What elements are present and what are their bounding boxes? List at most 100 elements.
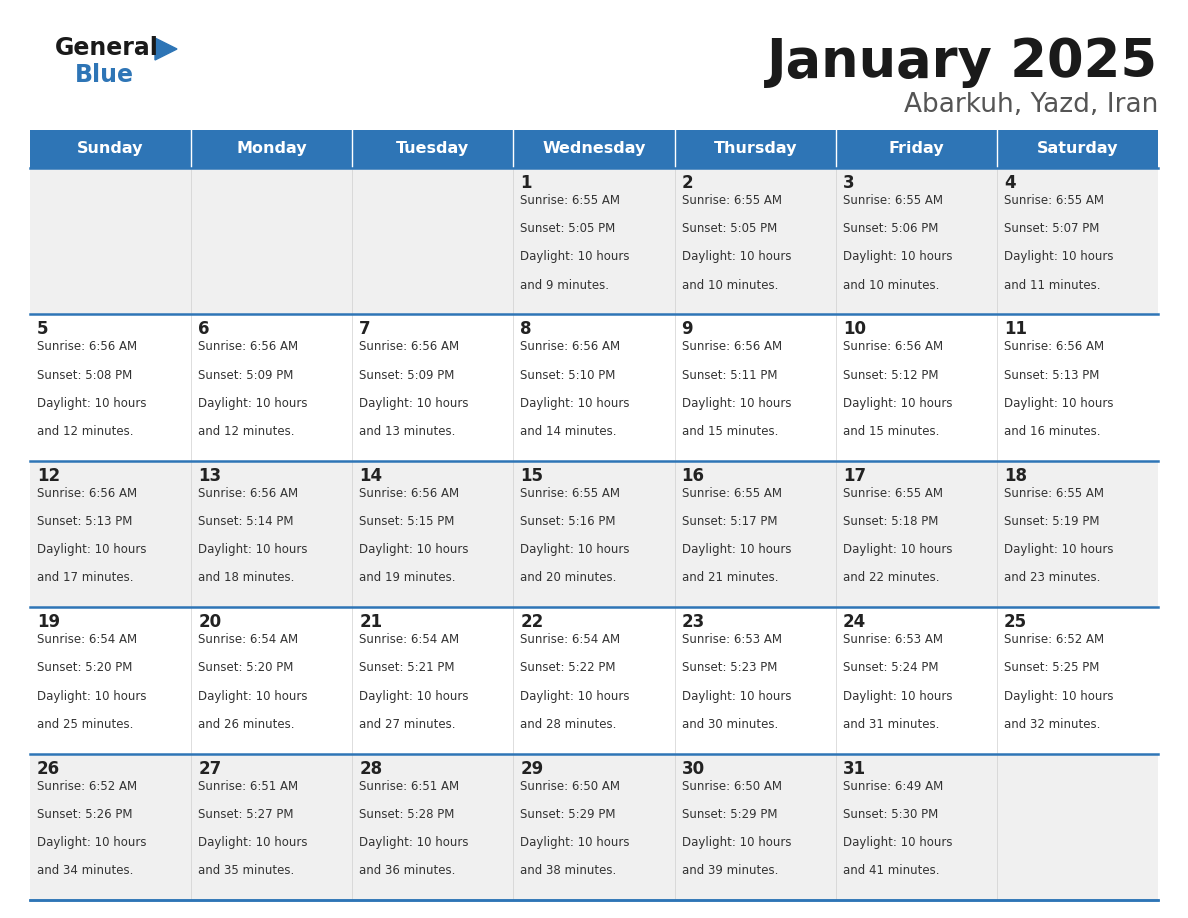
Text: Sunrise: 6:55 AM: Sunrise: 6:55 AM	[842, 194, 943, 207]
Text: Sunset: 5:07 PM: Sunset: 5:07 PM	[1004, 222, 1099, 235]
Text: Sunset: 5:16 PM: Sunset: 5:16 PM	[520, 515, 615, 528]
Text: 30: 30	[682, 759, 704, 778]
Text: 31: 31	[842, 759, 866, 778]
Text: and 22 minutes.: and 22 minutes.	[842, 571, 940, 585]
Text: Daylight: 10 hours: Daylight: 10 hours	[198, 397, 308, 409]
Text: Sunset: 5:09 PM: Sunset: 5:09 PM	[198, 369, 293, 382]
Text: Tuesday: Tuesday	[397, 141, 469, 156]
Text: and 23 minutes.: and 23 minutes.	[1004, 571, 1100, 585]
Text: 19: 19	[37, 613, 61, 632]
Text: Sunrise: 6:56 AM: Sunrise: 6:56 AM	[37, 341, 137, 353]
Text: Sunset: 5:28 PM: Sunset: 5:28 PM	[359, 808, 455, 821]
Text: and 20 minutes.: and 20 minutes.	[520, 571, 617, 585]
Text: and 38 minutes.: and 38 minutes.	[520, 864, 617, 878]
Text: Wednesday: Wednesday	[542, 141, 646, 156]
Text: Daylight: 10 hours: Daylight: 10 hours	[682, 543, 791, 556]
Text: and 18 minutes.: and 18 minutes.	[198, 571, 295, 585]
Text: Sunset: 5:21 PM: Sunset: 5:21 PM	[359, 661, 455, 675]
Text: and 16 minutes.: and 16 minutes.	[1004, 425, 1100, 438]
Text: and 25 minutes.: and 25 minutes.	[37, 718, 133, 731]
Text: Sunset: 5:13 PM: Sunset: 5:13 PM	[1004, 369, 1099, 382]
Text: Daylight: 10 hours: Daylight: 10 hours	[682, 836, 791, 849]
Text: Sunrise: 6:49 AM: Sunrise: 6:49 AM	[842, 779, 943, 792]
Text: 15: 15	[520, 466, 543, 485]
Text: Sunset: 5:05 PM: Sunset: 5:05 PM	[520, 222, 615, 235]
Text: Daylight: 10 hours: Daylight: 10 hours	[37, 689, 146, 702]
Text: and 28 minutes.: and 28 minutes.	[520, 718, 617, 731]
Text: Sunrise: 6:56 AM: Sunrise: 6:56 AM	[37, 487, 137, 499]
Text: Daylight: 10 hours: Daylight: 10 hours	[842, 397, 953, 409]
Text: 12: 12	[37, 466, 61, 485]
Text: Saturday: Saturday	[1037, 141, 1118, 156]
Text: Friday: Friday	[889, 141, 944, 156]
Bar	[191, 130, 353, 168]
Text: Sunset: 5:05 PM: Sunset: 5:05 PM	[682, 222, 777, 235]
Text: Daylight: 10 hours: Daylight: 10 hours	[842, 543, 953, 556]
Text: Sunrise: 6:55 AM: Sunrise: 6:55 AM	[1004, 194, 1104, 207]
Text: Sunset: 5:20 PM: Sunset: 5:20 PM	[198, 661, 293, 675]
Text: Daylight: 10 hours: Daylight: 10 hours	[520, 543, 630, 556]
Text: Daylight: 10 hours: Daylight: 10 hours	[1004, 397, 1113, 409]
Text: Sunset: 5:09 PM: Sunset: 5:09 PM	[359, 369, 455, 382]
Text: Daylight: 10 hours: Daylight: 10 hours	[1004, 689, 1113, 702]
Text: 1: 1	[520, 174, 532, 192]
Text: Daylight: 10 hours: Daylight: 10 hours	[682, 689, 791, 702]
Text: and 10 minutes.: and 10 minutes.	[842, 278, 939, 292]
Text: Sunrise: 6:55 AM: Sunrise: 6:55 AM	[1004, 487, 1104, 499]
Text: Sunset: 5:27 PM: Sunset: 5:27 PM	[198, 808, 293, 821]
Text: Daylight: 10 hours: Daylight: 10 hours	[842, 251, 953, 263]
Text: 29: 29	[520, 759, 544, 778]
Text: Sunset: 5:13 PM: Sunset: 5:13 PM	[37, 515, 132, 528]
Text: Sunrise: 6:54 AM: Sunrise: 6:54 AM	[359, 633, 460, 646]
Text: Sunrise: 6:54 AM: Sunrise: 6:54 AM	[37, 633, 137, 646]
Text: Sunrise: 6:56 AM: Sunrise: 6:56 AM	[1004, 341, 1104, 353]
Text: and 39 minutes.: and 39 minutes.	[682, 864, 778, 878]
Text: Sunset: 5:22 PM: Sunset: 5:22 PM	[520, 661, 615, 675]
Text: Sunrise: 6:56 AM: Sunrise: 6:56 AM	[198, 341, 298, 353]
Text: Daylight: 10 hours: Daylight: 10 hours	[198, 543, 308, 556]
Text: Daylight: 10 hours: Daylight: 10 hours	[1004, 251, 1113, 263]
Text: Sunset: 5:29 PM: Sunset: 5:29 PM	[682, 808, 777, 821]
Text: Sunset: 5:30 PM: Sunset: 5:30 PM	[842, 808, 939, 821]
Text: Daylight: 10 hours: Daylight: 10 hours	[37, 543, 146, 556]
Text: Daylight: 10 hours: Daylight: 10 hours	[682, 397, 791, 409]
Bar	[835, 130, 997, 168]
Text: Blue: Blue	[75, 63, 134, 87]
Text: and 34 minutes.: and 34 minutes.	[37, 864, 133, 878]
Text: Sunset: 5:12 PM: Sunset: 5:12 PM	[842, 369, 939, 382]
Text: 3: 3	[842, 174, 854, 192]
Text: and 10 minutes.: and 10 minutes.	[682, 278, 778, 292]
Text: 26: 26	[37, 759, 61, 778]
Text: and 13 minutes.: and 13 minutes.	[359, 425, 456, 438]
Text: Daylight: 10 hours: Daylight: 10 hours	[37, 397, 146, 409]
Text: Sunrise: 6:56 AM: Sunrise: 6:56 AM	[682, 341, 782, 353]
Text: Daylight: 10 hours: Daylight: 10 hours	[359, 543, 469, 556]
Text: Sunrise: 6:56 AM: Sunrise: 6:56 AM	[520, 341, 620, 353]
Text: Daylight: 10 hours: Daylight: 10 hours	[359, 689, 469, 702]
Text: and 12 minutes.: and 12 minutes.	[37, 425, 133, 438]
Text: and 41 minutes.: and 41 minutes.	[842, 864, 940, 878]
Text: Sunday: Sunday	[77, 141, 144, 156]
Bar	[997, 130, 1158, 168]
Text: Daylight: 10 hours: Daylight: 10 hours	[198, 836, 308, 849]
Text: Sunset: 5:19 PM: Sunset: 5:19 PM	[1004, 515, 1099, 528]
Text: Sunrise: 6:51 AM: Sunrise: 6:51 AM	[359, 779, 460, 792]
Text: 2: 2	[682, 174, 693, 192]
Text: Sunrise: 6:53 AM: Sunrise: 6:53 AM	[682, 633, 782, 646]
Text: 20: 20	[198, 613, 221, 632]
Text: 4: 4	[1004, 174, 1016, 192]
Text: 27: 27	[198, 759, 221, 778]
Text: 17: 17	[842, 466, 866, 485]
Text: and 32 minutes.: and 32 minutes.	[1004, 718, 1100, 731]
Text: and 15 minutes.: and 15 minutes.	[842, 425, 939, 438]
Text: 5: 5	[37, 320, 49, 339]
Text: Sunrise: 6:56 AM: Sunrise: 6:56 AM	[359, 487, 460, 499]
Text: Sunrise: 6:55 AM: Sunrise: 6:55 AM	[682, 487, 782, 499]
Text: Sunrise: 6:56 AM: Sunrise: 6:56 AM	[359, 341, 460, 353]
Polygon shape	[154, 38, 177, 60]
Text: and 9 minutes.: and 9 minutes.	[520, 278, 609, 292]
Text: 13: 13	[198, 466, 221, 485]
Text: 6: 6	[198, 320, 209, 339]
Text: Sunset: 5:11 PM: Sunset: 5:11 PM	[682, 369, 777, 382]
Text: Sunrise: 6:55 AM: Sunrise: 6:55 AM	[520, 194, 620, 207]
